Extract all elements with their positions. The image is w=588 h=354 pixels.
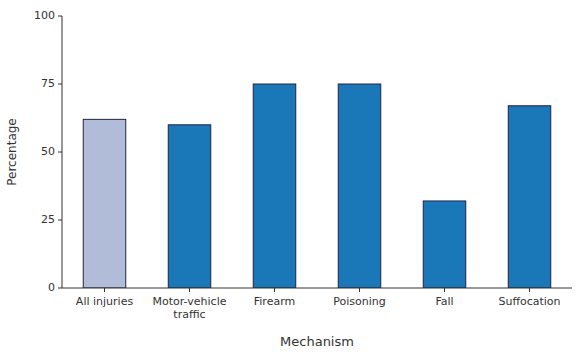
y-tick — [58, 16, 62, 17]
x-tick-label-line: Motor-vehicle — [153, 295, 227, 308]
bar — [508, 106, 551, 288]
x-tick — [189, 288, 190, 292]
y-tick — [58, 152, 62, 153]
y-tick-label: 100 — [34, 9, 55, 22]
x-axis-line — [62, 288, 572, 289]
x-tick-label: All injuries — [76, 295, 134, 308]
x-tick-label-line: Fall — [435, 295, 453, 308]
x-tick-label: Suffocation — [498, 295, 560, 308]
x-tick-label: Firearm — [254, 295, 295, 308]
x-tick — [529, 288, 530, 292]
x-tick-label: Poisoning — [333, 295, 385, 308]
bar — [423, 201, 466, 288]
x-axis-label: Mechanism — [280, 334, 354, 349]
y-tick-label: 0 — [48, 281, 55, 294]
x-tick — [444, 288, 445, 292]
x-tick-label-line: Firearm — [254, 295, 295, 308]
chart-container: 0 25 50 75 100 All injuries Motor-vehicletraff… — [0, 0, 588, 354]
y-tick — [58, 288, 62, 289]
chart-svg: 0 25 50 75 100 All injuries Motor-vehicletraff… — [0, 0, 588, 354]
y-tick-label: 50 — [41, 145, 55, 158]
y-tick — [58, 220, 62, 221]
bar — [83, 119, 126, 288]
bars — [83, 84, 551, 288]
x-tick — [274, 288, 275, 292]
x-tick-label: Fall — [435, 295, 453, 308]
bar — [338, 84, 381, 288]
bar — [168, 125, 211, 288]
axes: 0 25 50 75 100 All injuries Motor-vehicletraff… — [34, 9, 572, 321]
y-tick — [58, 84, 62, 85]
y-tick-label: 75 — [41, 77, 55, 90]
x-tick — [359, 288, 360, 292]
y-axis-label: Percentage — [5, 118, 19, 186]
x-tick-label: Motor-vehicletraffic — [153, 295, 227, 321]
x-tick-label-line: traffic — [173, 308, 205, 321]
x-tick-label-line: Poisoning — [333, 295, 385, 308]
x-tick-label-line: Suffocation — [498, 295, 560, 308]
x-tick — [104, 288, 105, 292]
bar — [253, 84, 296, 288]
y-tick-label: 25 — [41, 213, 55, 226]
x-tick-label-line: All injuries — [76, 295, 134, 308]
